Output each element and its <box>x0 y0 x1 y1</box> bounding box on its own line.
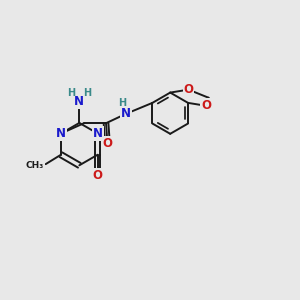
Text: H: H <box>118 98 127 108</box>
Text: O: O <box>103 137 112 150</box>
Text: N: N <box>74 95 84 108</box>
Text: H: H <box>83 88 92 98</box>
Text: N: N <box>93 127 103 140</box>
Text: O: O <box>93 169 103 182</box>
Text: N: N <box>121 107 131 120</box>
Text: O: O <box>184 83 194 96</box>
Text: O: O <box>201 99 211 112</box>
Text: H: H <box>67 88 75 98</box>
Text: N: N <box>56 127 66 140</box>
Text: CH₃: CH₃ <box>26 161 44 170</box>
